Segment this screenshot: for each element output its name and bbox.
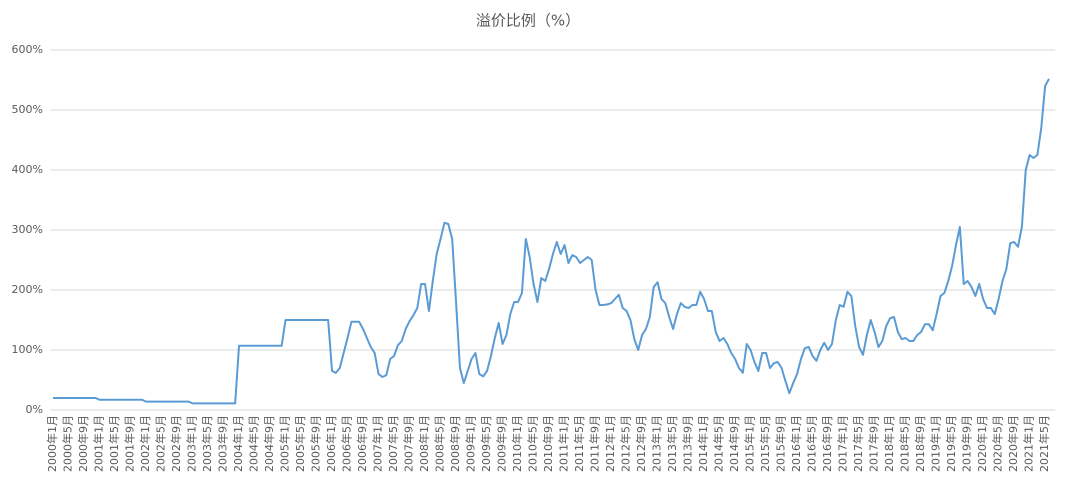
x-tick-label: 2002年9月 (169, 415, 183, 472)
x-tick-label: 2007年5月 (386, 415, 400, 472)
chart-title: 溢价比例（%） (476, 12, 580, 30)
x-tick-label: 2002年5月 (154, 415, 168, 472)
y-tick-label: 0% (26, 403, 43, 416)
x-tick-label: 2007年1月 (371, 415, 385, 472)
x-tick-label: 2021年5月 (1037, 415, 1051, 472)
x-tick-label: 2000年1月 (45, 415, 59, 472)
x-tick-label: 2006年5月 (340, 415, 354, 472)
data-line (53, 78, 1050, 405)
x-tick-label: 2021年1月 (1022, 415, 1036, 472)
x-tick-label: 2004年5月 (247, 415, 261, 472)
x-tick-label: 2001年5月 (107, 415, 121, 472)
x-tick-label: 2005年9月 (309, 415, 323, 472)
x-tick-label: 2004年1月 (231, 415, 245, 472)
y-tick-label: 300% (12, 223, 43, 236)
x-tick-label: 2001年1月 (92, 415, 106, 472)
x-tick-label: 2011年9月 (588, 415, 602, 472)
x-tick-label: 2010年5月 (526, 415, 540, 472)
x-tick-label: 2003年5月 (200, 415, 214, 472)
x-tick-label: 2009年5月 (479, 415, 493, 472)
x-tick-label: 2015年1月 (743, 415, 757, 472)
x-tick-label: 2012年1月 (603, 415, 617, 472)
x-tick-label: 2005年1月 (278, 415, 292, 472)
x-tick-label: 2020年1月 (975, 415, 989, 472)
x-tick-label: 2012年9月 (634, 415, 648, 472)
x-tick-label: 2020年5月 (991, 415, 1005, 472)
x-tick-label: 2001年9月 (123, 415, 137, 472)
x-tick-label: 2019年1月 (929, 415, 943, 472)
y-tick-label: 500% (12, 103, 43, 116)
x-tick-label: 2017年1月 (836, 415, 850, 472)
x-tick-label: 2008年1月 (417, 415, 431, 472)
x-tick-label: 2013年1月 (650, 415, 664, 472)
y-tick-label: 600% (12, 43, 43, 56)
x-tick-label: 2010年9月 (541, 415, 555, 472)
x-tick-label: 2018年9月 (913, 415, 927, 472)
x-tick-label: 2018年5月 (898, 415, 912, 472)
x-tick-label: 2009年9月 (495, 415, 509, 472)
x-tick-label: 2017年5月 (851, 415, 865, 472)
x-tick-label: 2007年9月 (402, 415, 416, 472)
y-tick-label: 200% (12, 283, 43, 296)
x-tick-label: 2003年9月 (216, 415, 230, 472)
x-tick-label: 2019年9月 (960, 415, 974, 472)
x-tick-label: 2011年5月 (572, 415, 586, 472)
x-tick-label: 2013年5月 (665, 415, 679, 472)
x-tick-label: 2014年5月 (712, 415, 726, 472)
x-tick-label: 2016年1月 (789, 415, 803, 472)
x-tick-label: 2003年1月 (185, 415, 199, 472)
x-tick-label: 2014年1月 (696, 415, 710, 472)
x-tick-label: 2016年5月 (805, 415, 819, 472)
x-tick-label: 2008年5月 (433, 415, 447, 472)
x-tick-label: 2004年9月 (262, 415, 276, 472)
y-tick-label: 100% (12, 343, 43, 356)
x-tick-label: 2013年9月 (681, 415, 695, 472)
x-tick-label: 2016年9月 (820, 415, 834, 472)
x-tick-label: 2009年1月 (464, 415, 478, 472)
y-tick-label: 400% (12, 163, 43, 176)
x-tick-label: 2018年1月 (882, 415, 896, 472)
x-tick-label: 2006年9月 (355, 415, 369, 472)
x-tick-label: 2000年5月 (61, 415, 75, 472)
x-tick-label: 2019年5月 (944, 415, 958, 472)
x-tick-label: 2015年5月 (758, 415, 772, 472)
x-tick-label: 2006年1月 (324, 415, 338, 472)
x-tick-label: 2005年5月 (293, 415, 307, 472)
x-tick-label: 2017年9月 (867, 415, 881, 472)
x-tick-label: 2015年9月 (774, 415, 788, 472)
x-tick-label: 2011年1月 (557, 415, 571, 472)
x-tick-label: 2012年5月 (619, 415, 633, 472)
x-tick-label: 2010年1月 (510, 415, 524, 472)
x-tick-label: 2014年9月 (727, 415, 741, 472)
x-tick-label: 2000年9月 (76, 415, 90, 472)
x-tick-label: 2008年9月 (448, 415, 462, 472)
x-tick-label: 2002年1月 (138, 415, 152, 472)
x-tick-label: 2020年9月 (1006, 415, 1020, 472)
